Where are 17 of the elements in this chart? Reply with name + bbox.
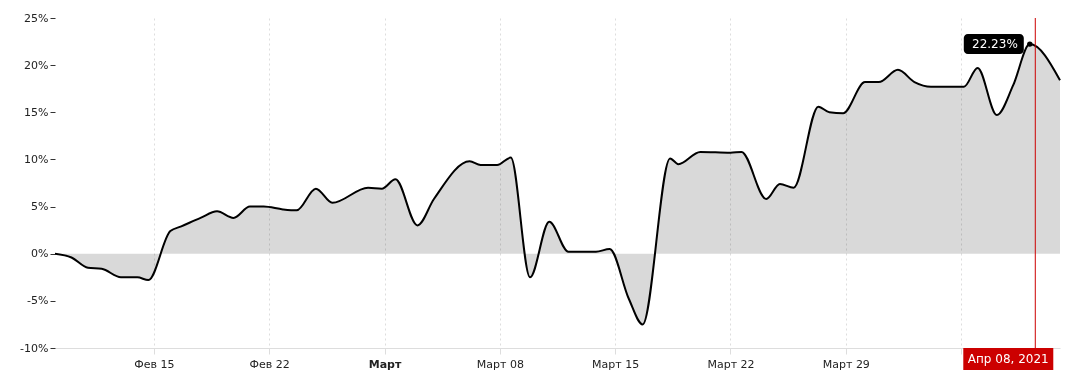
- x-tick-label: Март 29: [822, 357, 870, 371]
- ref-line-label: Апр 08, 2021: [967, 352, 1049, 366]
- x-tick-label: Март 22: [707, 357, 755, 371]
- x-tick-label: Март 08: [476, 357, 524, 371]
- annotation: 22.23%: [972, 37, 1018, 52]
- x-tick-label: Март: [368, 357, 402, 371]
- y-tick-label: 10%: [24, 152, 49, 166]
- y-tick-label: 5%: [31, 200, 49, 214]
- x-tick-label: Фев 15: [134, 357, 175, 371]
- y-tick-label: 20%: [24, 58, 49, 72]
- x-tick-label: Фев 22: [249, 357, 290, 371]
- y-tick-label: 15%: [24, 105, 49, 119]
- y-tick-label: 25%: [24, 11, 49, 25]
- y-tick-label: 0%: [31, 247, 49, 261]
- x-tick-label: Март 15: [592, 357, 640, 371]
- y-tick-label: -5%: [27, 294, 49, 308]
- y-tick-label: -10%: [20, 341, 49, 355]
